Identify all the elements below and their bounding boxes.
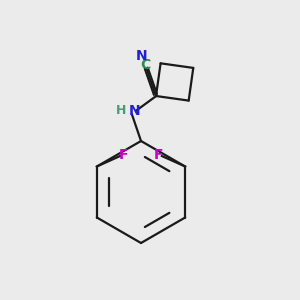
Text: N: N xyxy=(129,104,141,118)
Text: H: H xyxy=(116,104,126,118)
Text: F: F xyxy=(119,148,128,161)
Text: F: F xyxy=(154,148,163,161)
Text: N: N xyxy=(136,49,148,63)
Text: C: C xyxy=(140,58,150,72)
